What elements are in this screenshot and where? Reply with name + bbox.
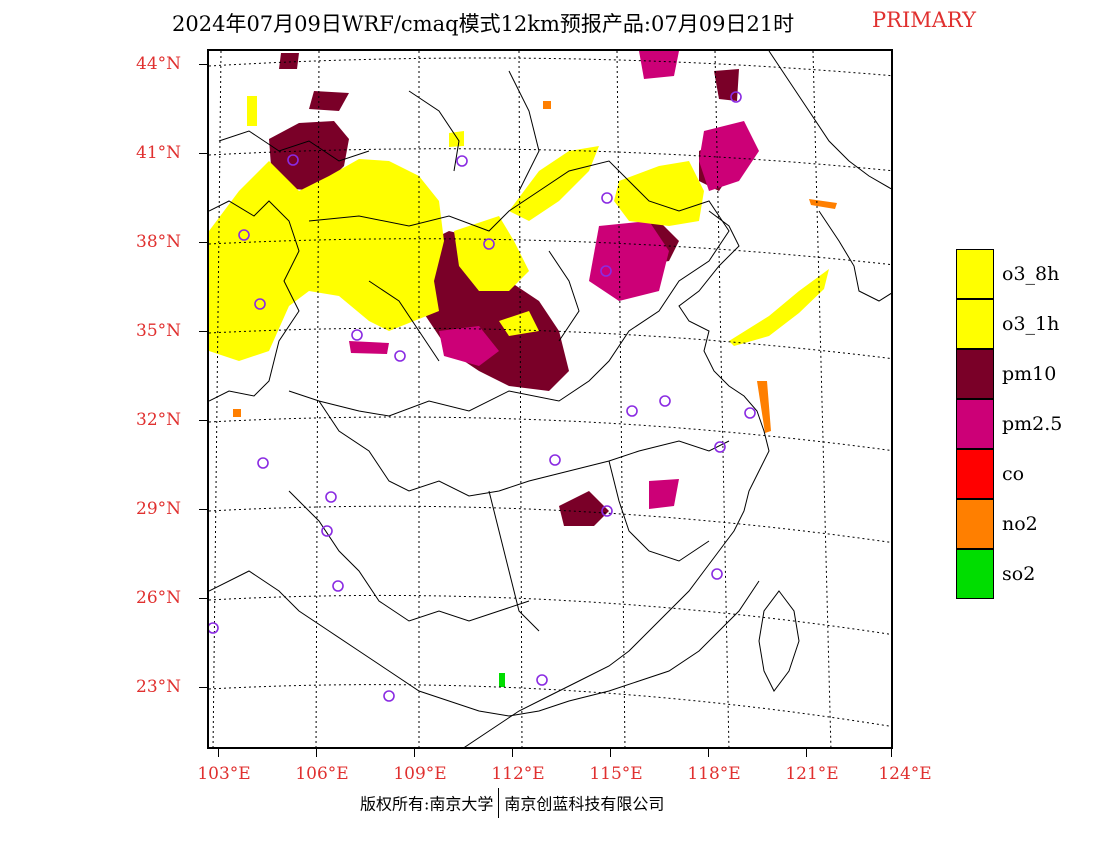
longitude-label: 112°E bbox=[491, 764, 545, 784]
latitude-tick bbox=[199, 64, 207, 65]
longitude-tick bbox=[414, 749, 415, 757]
legend-item-o3-8h: o3_8h bbox=[956, 249, 1076, 299]
o3-areas bbox=[209, 96, 829, 361]
longitude-tick bbox=[218, 749, 219, 757]
legend-label: pm2.5 bbox=[1002, 413, 1063, 435]
latitude-label: 38°N bbox=[136, 232, 182, 252]
legend-label: so2 bbox=[1002, 563, 1036, 585]
latitude-tick bbox=[199, 598, 207, 599]
latitude-label: 29°N bbox=[136, 499, 182, 519]
legend-label: o3_8h bbox=[1002, 263, 1060, 285]
coastline bbox=[464, 51, 891, 747]
title-main: 2024年07月09日WRF/cmaq模式12km预报产品:07月09日21时 bbox=[172, 12, 795, 36]
legend-item-pm10: pm10 bbox=[956, 349, 1076, 399]
footer-right: 南京创蓝科技有限公司 bbox=[504, 794, 665, 814]
legend-swatch bbox=[956, 399, 994, 449]
longitude-label: 115°E bbox=[589, 764, 643, 784]
legend-item-no2: no2 bbox=[956, 499, 1076, 549]
longitude-tick bbox=[512, 749, 513, 757]
footer-left: 版权所有:南京大学 bbox=[360, 794, 494, 814]
longitude-tick bbox=[610, 749, 611, 757]
longitude-label: 106°E bbox=[295, 764, 349, 784]
latitude-label: 32°N bbox=[136, 410, 182, 430]
legend-swatch bbox=[956, 449, 994, 499]
legend-label: o3_1h bbox=[1002, 313, 1060, 335]
so2-area bbox=[499, 673, 505, 687]
longitude-tick bbox=[806, 749, 807, 757]
legend-swatch bbox=[956, 499, 994, 549]
latitude-label: 35°N bbox=[136, 321, 182, 341]
longitude-label: 109°E bbox=[393, 764, 447, 784]
latitude-tick bbox=[199, 687, 207, 688]
longitude-tick bbox=[891, 749, 892, 757]
legend-swatch bbox=[956, 549, 994, 599]
legend-swatch bbox=[956, 249, 994, 299]
no2-areas bbox=[233, 101, 837, 433]
latitude-tick bbox=[199, 242, 207, 243]
longitude-label: 118°E bbox=[687, 764, 741, 784]
legend-item-so2: so2 bbox=[956, 549, 1076, 599]
longitude-tick bbox=[708, 749, 709, 757]
legend-label: pm10 bbox=[1002, 363, 1057, 385]
latitude-label: 23°N bbox=[136, 677, 182, 697]
legend-label: no2 bbox=[1002, 513, 1038, 535]
legend-swatch bbox=[956, 299, 994, 349]
latitude-label: 44°N bbox=[136, 54, 182, 74]
latitude-tick bbox=[199, 420, 207, 421]
latitude-tick bbox=[199, 153, 207, 154]
station-markers bbox=[209, 91, 756, 702]
legend-swatch bbox=[956, 349, 994, 399]
pm25-areas bbox=[349, 51, 759, 509]
longitude-label: 103°E bbox=[197, 764, 251, 784]
map-canvas bbox=[209, 51, 891, 747]
legend-item-o3-1h: o3_1h bbox=[956, 299, 1076, 349]
pollutant-legend: o3_8h o3_1h pm10 pm2.5 co no2 so2 bbox=[956, 249, 1076, 599]
title-tag: PRIMARY bbox=[872, 8, 976, 32]
legend-label: co bbox=[1002, 463, 1025, 485]
latitude-tick bbox=[199, 331, 207, 332]
latitude-tick bbox=[199, 509, 207, 510]
longitude-label: 121°E bbox=[785, 764, 839, 784]
footer-separator bbox=[498, 788, 500, 818]
longitude-label: 124°E bbox=[878, 764, 932, 784]
copyright-footer: 版权所有:南京大学 南京创蓝科技有限公司 bbox=[360, 788, 665, 820]
legend-item-pm25: pm2.5 bbox=[956, 399, 1076, 449]
legend-item-co: co bbox=[956, 449, 1076, 499]
latitude-label: 26°N bbox=[136, 588, 182, 608]
longitude-tick bbox=[316, 749, 317, 757]
latitude-label: 41°N bbox=[136, 143, 182, 163]
forecast-map bbox=[207, 49, 893, 749]
